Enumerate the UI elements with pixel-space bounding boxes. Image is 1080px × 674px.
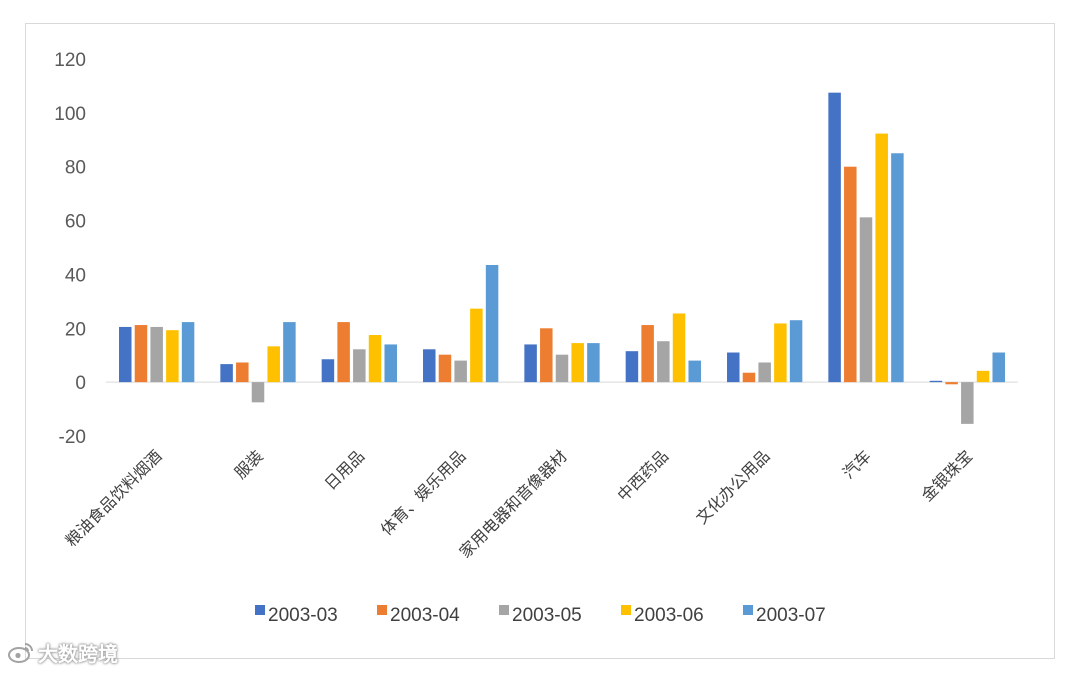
legend-label: 2003-05	[512, 605, 582, 626]
legend: 2003-03 2003-04 2003-05 2003-06 2003-07	[255, 605, 826, 626]
legend-label: 2003-06	[634, 605, 704, 626]
bar	[625, 351, 639, 383]
watermark: 大数跨境	[8, 638, 118, 667]
legend-swatch	[621, 605, 631, 615]
x-tick-label: 金银珠宝	[917, 446, 976, 505]
y-tick-label: 100	[54, 104, 86, 125]
bar	[321, 359, 335, 383]
watermark-text: 大数跨境	[38, 642, 118, 666]
bar	[758, 362, 771, 383]
bar	[384, 344, 397, 383]
bar	[438, 354, 452, 383]
bar	[251, 382, 265, 403]
legend-label: 2003-07	[756, 605, 826, 626]
bar	[181, 322, 195, 383]
x-tick-label: 粮油食品饮料烟酒	[62, 446, 166, 550]
bar	[555, 354, 569, 383]
x-tick-label: 服装	[231, 446, 267, 482]
y-tick-label: 0	[75, 373, 86, 394]
bar	[672, 313, 686, 383]
bar	[688, 360, 701, 383]
bar	[337, 322, 350, 383]
x-tick-label: 汽车	[839, 446, 875, 482]
bar	[774, 323, 787, 383]
bar	[891, 153, 904, 383]
y-tick-label: 20	[65, 319, 86, 340]
bar	[976, 370, 990, 383]
legend-swatch	[377, 605, 387, 615]
bar	[641, 325, 654, 383]
weibo-icon	[8, 642, 34, 664]
legend-swatch	[499, 605, 509, 615]
x-tick-label: 家用电器和音像器材	[456, 446, 571, 561]
x-tick-label: 体育、娱乐用品	[377, 446, 470, 539]
bar	[454, 360, 467, 383]
bar	[267, 346, 280, 383]
bar	[945, 382, 958, 385]
bar	[119, 326, 132, 383]
bar	[353, 349, 366, 383]
x-tick-label: 中西药品	[613, 446, 672, 505]
bar	[859, 217, 873, 383]
bar	[150, 326, 163, 383]
bar	[283, 322, 296, 383]
bar	[524, 344, 537, 383]
legend-swatch	[255, 605, 265, 615]
legend-label: 2003-04	[390, 605, 460, 626]
bar	[789, 320, 803, 383]
y-tick-label: 80	[65, 158, 86, 179]
bar	[961, 382, 974, 424]
bar	[571, 343, 584, 383]
bar	[844, 166, 857, 383]
x-tick-label: 文化办公用品	[692, 446, 773, 527]
y-tick-label: -20	[59, 427, 86, 448]
bars	[119, 92, 1005, 424]
bar	[727, 352, 740, 383]
bar	[220, 364, 233, 383]
bar	[134, 325, 148, 383]
bar	[166, 330, 179, 383]
bar	[236, 362, 249, 383]
bar	[470, 308, 483, 383]
bar	[657, 341, 670, 383]
y-axis-ticks: -20 0 20 40 60 80 100 120	[54, 50, 86, 448]
bar	[587, 343, 600, 383]
bar	[875, 133, 888, 383]
bar	[742, 372, 756, 383]
legend-swatch	[743, 605, 753, 615]
y-tick-label: 40	[65, 265, 86, 286]
bar	[992, 352, 1005, 383]
bar	[423, 349, 436, 383]
bar	[368, 335, 382, 383]
legend-label: 2003-03	[268, 605, 338, 626]
y-tick-label: 60	[65, 212, 86, 233]
bar	[828, 92, 841, 383]
bar	[540, 328, 553, 383]
y-tick-label: 120	[54, 50, 86, 71]
bar	[929, 380, 943, 383]
bar	[485, 265, 499, 383]
x-tick-label: 日用品	[321, 446, 368, 493]
